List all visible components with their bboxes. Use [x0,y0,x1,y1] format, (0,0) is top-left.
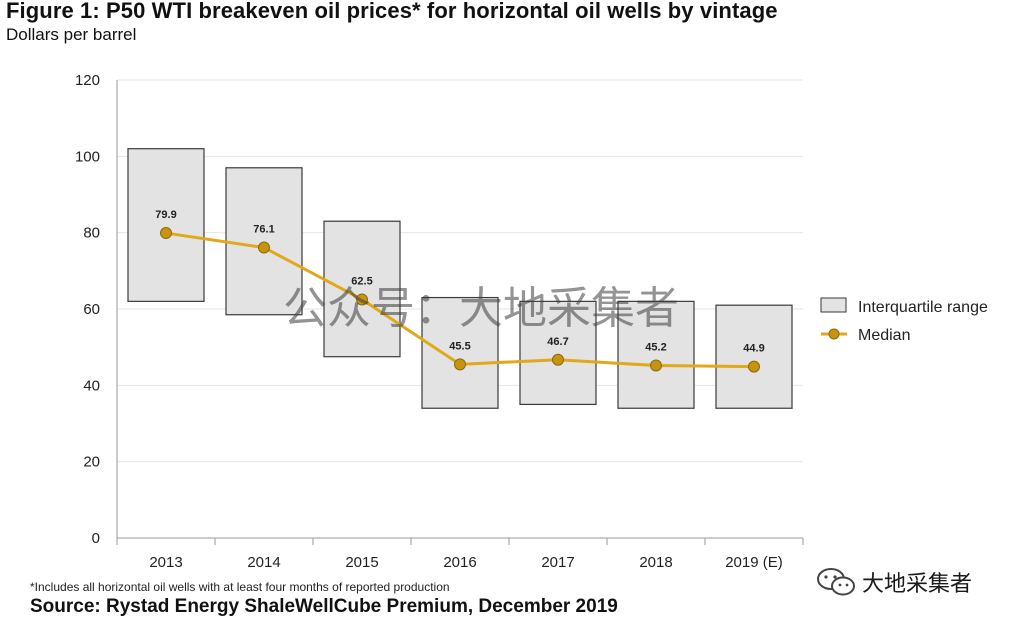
median-data-label: 79.9 [155,209,176,221]
axes: 0 20 40 60 80 100 120 2013 2014 2015 2016 2017 2018 2… [75,72,804,571]
interquartile-box [421,296,499,409]
interquartile-box [519,300,597,406]
median-point [160,227,172,240]
y-tick-label: 120 [75,72,100,89]
wechat-badge: 大地采集者 [816,566,972,598]
y-tick-label: 60 [83,301,100,318]
median-data-label: 44.9 [743,343,764,355]
wechat-account-name: 大地采集者 [862,572,973,597]
y-tick-label: 40 [83,377,100,394]
y-tick-label: 20 [83,454,100,471]
footnote: *Includes all horizontal oil wells with … [30,580,450,594]
median-line-layer [160,227,760,373]
interquartile-box [323,220,401,358]
median-data-label: 76.1 [253,224,274,236]
y-tick-label: 100 [75,148,100,165]
median-point [454,358,466,371]
x-tick-label: 2019 (E) [725,554,783,571]
chart-title: Figure 1: P50 WTI breakeven oil prices* … [6,0,778,23]
interquartile-box [127,148,205,302]
median-data-label: 62.5 [351,275,372,287]
median-point [258,241,270,254]
interquartile-box [715,304,793,409]
legend-label-median: Median [858,327,910,344]
y-tick-label: 0 [92,530,100,547]
median-point [356,293,368,306]
interquartile-boxes [127,148,793,409]
chart-subtitle: Dollars per barrel [6,25,137,44]
x-tick-label: 2017 [541,554,574,571]
source-line: Source: Rystad Energy ShaleWellCube Prem… [30,596,618,617]
wechat-icon [817,568,855,596]
x-tick-label: 2015 [345,554,378,571]
interquartile-box [225,167,303,316]
legend: Interquartile range Median [820,297,988,344]
median-point [650,359,662,372]
legend-median-marker [828,328,840,340]
legend-box-swatch [820,297,847,313]
x-tick-label: 2013 [149,554,182,571]
x-tick-label: 2014 [247,554,280,571]
data-labels: 79.9 76.1 62.5 45.5 46.7 45.2 44.9 [155,209,764,355]
median-data-label: 45.2 [645,341,666,353]
median-data-label: 45.5 [449,340,470,352]
interquartile-box [617,300,695,409]
median-point [552,353,564,366]
median-data-label: 46.7 [547,336,568,348]
x-tick-label: 2018 [639,554,672,571]
x-tick-label: 2016 [443,554,476,571]
legend-label-interquartile: Interquartile range [858,299,988,316]
y-tick-label: 80 [83,225,100,242]
median-point [748,360,760,373]
